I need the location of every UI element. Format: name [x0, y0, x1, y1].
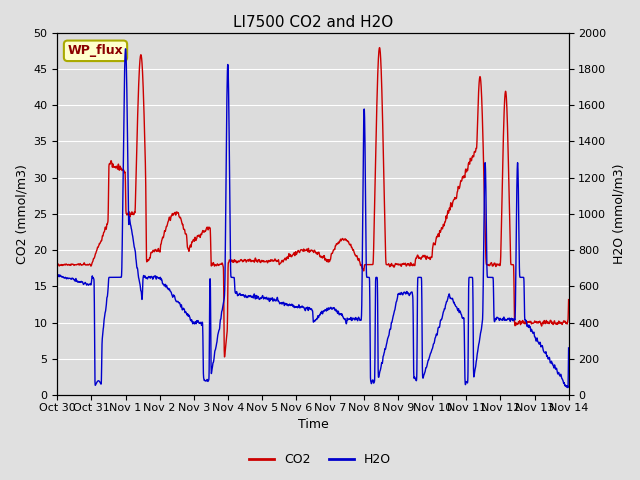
Y-axis label: H2O (mmol/m3): H2O (mmol/m3): [612, 164, 625, 264]
CO2: [221, 354, 228, 360]
CO2: [549, 322, 557, 327]
Text: WP_flux: WP_flux: [68, 44, 124, 57]
Line: CO2: CO2: [58, 48, 568, 357]
H2O: [549, 362, 557, 368]
H2O: [425, 356, 433, 362]
CO2: [296, 247, 304, 253]
H2O: [296, 304, 304, 310]
H2O: [54, 273, 61, 278]
Legend: CO2, H2O: CO2, H2O: [244, 448, 396, 471]
CO2: [524, 319, 532, 324]
H2O: [122, 46, 129, 52]
CO2: [268, 257, 276, 263]
CO2: [273, 258, 280, 264]
Line: H2O: H2O: [58, 49, 568, 388]
Y-axis label: CO2 (mmol/m3): CO2 (mmol/m3): [15, 164, 28, 264]
CO2: [425, 255, 433, 261]
H2O: [273, 298, 280, 303]
Title: LI7500 CO2 and H2O: LI7500 CO2 and H2O: [233, 15, 393, 30]
H2O: [524, 323, 531, 328]
X-axis label: Time: Time: [298, 419, 328, 432]
CO2: [564, 297, 572, 302]
H2O: [564, 385, 572, 391]
CO2: [376, 45, 383, 50]
CO2: [54, 261, 61, 267]
H2O: [564, 345, 572, 351]
H2O: [268, 295, 276, 301]
